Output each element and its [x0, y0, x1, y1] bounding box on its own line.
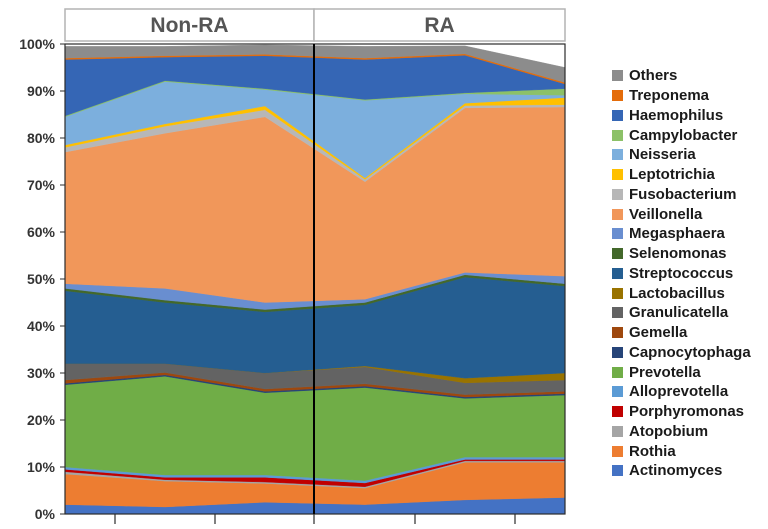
legend-item-lactobacillus: Lactobacillus — [612, 283, 751, 303]
legend-label: Streptococcus — [629, 264, 734, 282]
legend-label: Treponema — [629, 87, 710, 105]
legend-swatch — [612, 188, 623, 200]
legend-label: Porphyromonas — [629, 403, 745, 421]
legend-swatch — [612, 366, 623, 378]
legend-item-selenomonas: Selenomonas — [612, 244, 751, 264]
panel-header-label: RA — [424, 14, 454, 37]
legend-label: Leptotrichia — [629, 166, 715, 184]
y-tick-label: 100% — [19, 36, 55, 52]
legend-item-alloprevotella: Alloprevotella — [612, 382, 751, 402]
legend-label: Capnocytophaga — [629, 343, 751, 361]
legend-item-gemella: Gemella — [612, 323, 751, 343]
legend-item-actinomyces: Actinomyces — [612, 461, 751, 481]
legend-item-megasphaera: Megasphaera — [612, 224, 751, 244]
legend-item-veillonella: Veillonella — [612, 204, 751, 224]
legend-item-prevotella: Prevotella — [612, 362, 751, 382]
y-tick-label: 60% — [27, 224, 56, 240]
legend-swatch — [612, 327, 623, 339]
legend-swatch — [612, 465, 623, 477]
y-tick-label: 20% — [27, 412, 56, 428]
y-tick-label: 80% — [27, 130, 56, 146]
legend-swatch — [612, 208, 623, 220]
legend-swatch — [612, 267, 623, 279]
legend-swatch — [612, 169, 623, 181]
legend-swatch — [612, 109, 623, 121]
legend-item-fusobacterium: Fusobacterium — [612, 185, 751, 205]
legend-swatch — [612, 386, 623, 398]
legend-item-atopobium: Atopobium — [612, 422, 751, 442]
legend-item-others: Others — [612, 66, 751, 86]
legend-swatch — [612, 149, 623, 161]
y-tick-label: 90% — [27, 83, 56, 99]
y-tick-label: 30% — [27, 365, 56, 381]
legend-label: Gemella — [629, 324, 688, 342]
legend-item-haemophilus: Haemophilus — [612, 106, 751, 126]
legend-swatch — [612, 406, 623, 418]
panel-header-label: Non-RA — [150, 14, 228, 37]
y-tick-label: 10% — [27, 459, 56, 475]
legend-label: Granulicatella — [629, 304, 729, 322]
legend-item-streptococcus: Streptococcus — [612, 264, 751, 284]
legend-label: Veillonella — [629, 205, 703, 223]
legend-label: Neisseria — [629, 146, 696, 164]
legend-swatch — [612, 70, 623, 82]
y-tick-label: 70% — [27, 177, 56, 193]
legend-swatch — [612, 228, 623, 240]
legend-label: Atopobium — [629, 422, 709, 440]
legend-label: Others — [629, 67, 678, 85]
legend-label: Fusobacterium — [629, 185, 737, 203]
y-tick-label: 50% — [27, 271, 56, 287]
legend-label: Prevotella — [629, 363, 701, 381]
legend-item-neisseria: Neisseria — [612, 145, 751, 165]
legend-item-capnocytophaga: Capnocytophaga — [612, 343, 751, 363]
legend-label: Alloprevotella — [629, 383, 729, 401]
legend-swatch — [612, 445, 623, 457]
y-tick-label: 0% — [35, 506, 56, 522]
legend-item-campylobacter: Campylobacter — [612, 125, 751, 145]
legend-item-treponema: Treponema — [612, 86, 751, 106]
legend-label: Actinomyces — [629, 462, 723, 480]
legend-swatch — [612, 287, 623, 299]
legend-label: Lactobacillus — [629, 284, 725, 302]
legend-label: Haemophilus — [629, 106, 724, 124]
legend-item-porphyromonas: Porphyromonas — [612, 402, 751, 422]
legend-label: Campylobacter — [629, 126, 738, 144]
legend-swatch — [612, 90, 623, 102]
panel-header-box — [64, 8, 315, 42]
legend-swatch — [612, 425, 623, 437]
legend-swatch — [612, 129, 623, 141]
legend-label: Rothia — [629, 442, 676, 460]
legend-swatch — [612, 346, 623, 358]
legend-label: Selenomonas — [629, 245, 727, 263]
chart-legend: Others Treponema Haemophilus Campylobacter N… — [612, 66, 751, 481]
legend-item-rothia: Rothia — [612, 441, 751, 461]
legend-swatch — [612, 307, 623, 319]
legend-item-granulicatella: Granulicatella — [612, 303, 751, 323]
y-tick-label: 40% — [27, 318, 56, 334]
panel-header-box — [313, 8, 566, 42]
legend-swatch — [612, 248, 623, 260]
legend-item-leptotrichia: Leptotrichia — [612, 165, 751, 185]
legend-label: Megasphaera — [629, 225, 725, 243]
